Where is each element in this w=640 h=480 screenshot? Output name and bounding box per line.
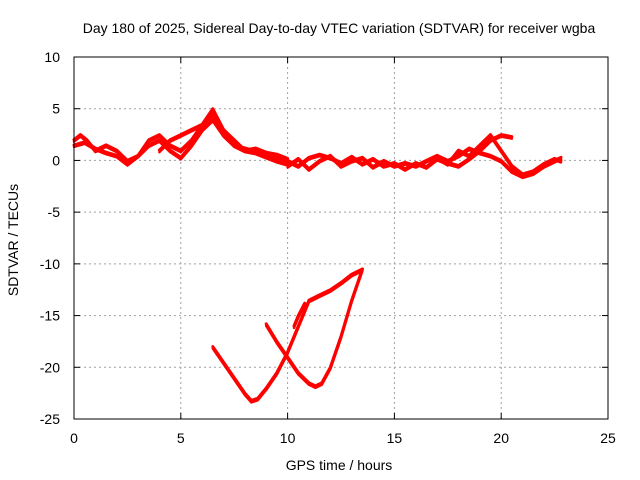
y-tick-label: 5 bbox=[52, 101, 60, 117]
x-tick-label: 25 bbox=[600, 430, 616, 446]
y-axis-label: SDTVAR / TECUs bbox=[5, 184, 21, 296]
y-tick-label: -5 bbox=[48, 204, 61, 220]
x-tick-label: 10 bbox=[280, 430, 296, 446]
y-tick-label: 0 bbox=[52, 152, 60, 168]
y-tick-label: -10 bbox=[40, 256, 60, 272]
series-line-shadow-satellite-track-e bbox=[286, 148, 563, 180]
grid bbox=[74, 57, 608, 419]
series-line-shadow-satellite-track-i bbox=[292, 303, 306, 330]
y-tick-label: -25 bbox=[40, 411, 60, 427]
x-tick-label: 15 bbox=[387, 430, 403, 446]
series-line-shadow-satellite-track-g bbox=[211, 269, 364, 404]
series-layer bbox=[72, 107, 563, 404]
x-tick-label: 0 bbox=[70, 430, 78, 446]
axis-ticks: 0 5 10 15 20 25 -25 -20 -15 -10 -5 0 5 10 bbox=[40, 49, 616, 446]
y-tick-label: -20 bbox=[40, 359, 60, 375]
plot-border bbox=[73, 56, 609, 420]
x-axis-label: GPS time / hours bbox=[286, 457, 393, 473]
series-line-shadow-satellite-track-c bbox=[158, 114, 289, 167]
x-tick-label: 5 bbox=[177, 430, 185, 446]
y-tick-label: 10 bbox=[44, 49, 60, 65]
x-tick-label: 20 bbox=[493, 430, 509, 446]
series-line-shadow-satellite-track-f bbox=[435, 135, 563, 178]
y-tick-label: -15 bbox=[40, 308, 60, 324]
chart-title: Day 180 of 2025, Sidereal Day-to-day VTE… bbox=[83, 20, 596, 36]
series-line-shadow-satellite-track-h bbox=[264, 269, 364, 390]
